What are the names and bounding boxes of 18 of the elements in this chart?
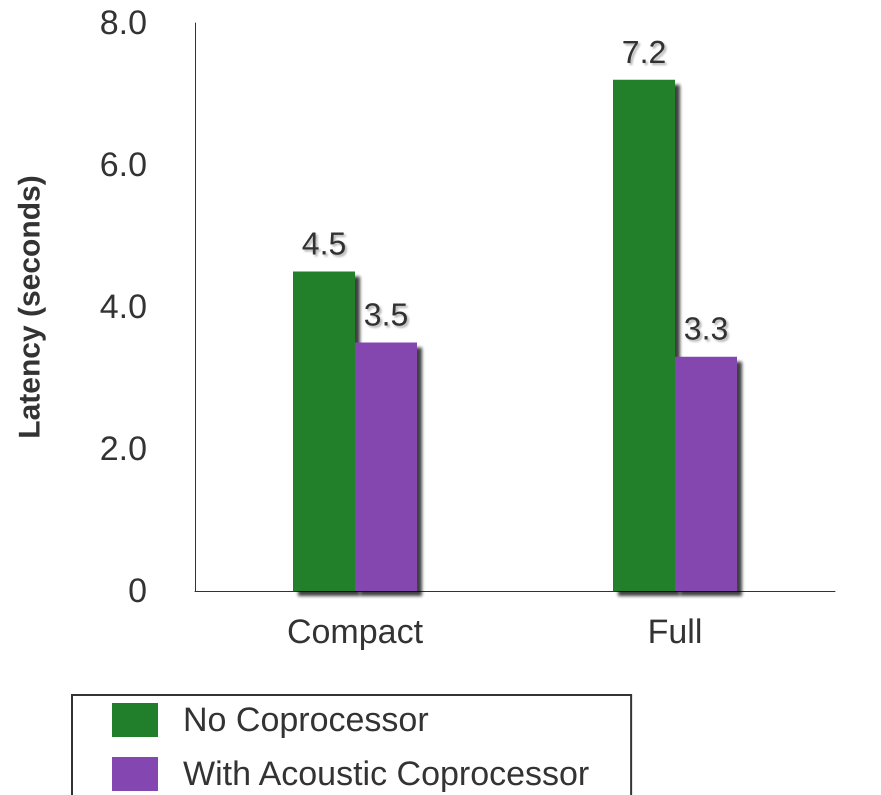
y-tick-label: 4.0 bbox=[100, 288, 147, 326]
x-tick-label: Full bbox=[648, 613, 702, 651]
bar bbox=[355, 342, 417, 591]
data-label: 4.5 bbox=[302, 226, 346, 262]
y-tick-label: 2.0 bbox=[100, 430, 147, 468]
bar bbox=[293, 272, 355, 591]
legend-label: No Coprocessor bbox=[183, 701, 429, 739]
data-label: 7.2 bbox=[622, 34, 666, 70]
bar bbox=[613, 80, 675, 591]
y-axis-title: Latency (seconds) bbox=[14, 175, 46, 439]
y-tick-label: 0 bbox=[128, 572, 147, 610]
legend-label: With Acoustic Coprocessor bbox=[183, 755, 590, 793]
data-label: 3.5 bbox=[364, 296, 408, 332]
y-tick-label: 8.0 bbox=[100, 4, 147, 42]
bar bbox=[675, 356, 737, 591]
y-tick-label: 6.0 bbox=[100, 146, 147, 184]
data-label: 3.3 bbox=[684, 310, 728, 347]
x-tick-label: Compact bbox=[286, 613, 424, 651]
